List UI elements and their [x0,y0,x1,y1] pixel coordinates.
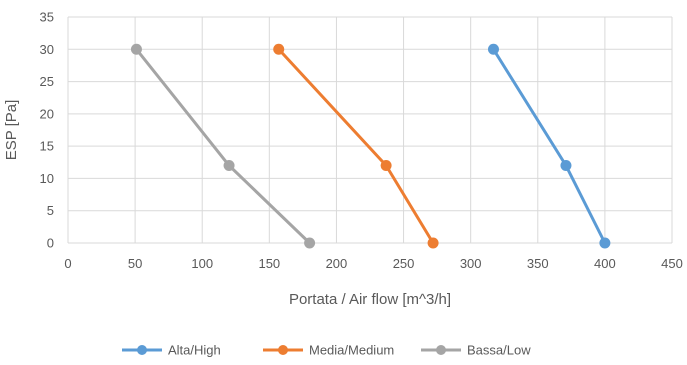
data-point [273,43,285,55]
y-axis-title: ESP [Pa] [3,100,20,161]
legend-label: Alta/High [168,343,221,358]
y-tick-label: 30 [40,42,54,57]
axis-layer: 0 50 100 150 200 250 300 350 400 450 0 5 10 15 20 25 30 3… [40,10,683,272]
legend-item: Alta/High [122,343,221,358]
data-point [130,43,142,55]
y-tick-label: 10 [40,171,54,186]
y-tick-label: 15 [40,139,54,154]
data-point [427,237,439,249]
legend-marker [436,345,446,355]
x-tick-label: 450 [661,256,683,271]
data-point [487,43,499,55]
y-tick-label: 0 [47,236,54,251]
x-tick-label: 100 [191,256,213,271]
data-point [560,160,572,172]
x-axis-title: Portata / Air flow [m^3/h] [289,291,451,308]
data-point [223,160,235,172]
data-point [304,237,316,249]
x-tick-label: 50 [128,256,142,271]
legend-marker [278,345,288,355]
data-point [380,160,392,172]
x-tick-label: 350 [527,256,549,271]
x-tick-label: 0 [64,256,71,271]
x-tick-label: 300 [460,256,482,271]
legend: Alta/High Media/Medium Bassa/Low [122,343,531,358]
legend-item: Bassa/Low [421,343,531,358]
grid-layer [67,16,673,244]
x-tick-label: 400 [594,256,616,271]
y-tick-label: 20 [40,106,54,121]
legend-item: Media/Medium [263,343,394,358]
legend-label: Bassa/Low [467,343,531,358]
legend-label: Media/Medium [309,343,394,358]
y-tick-label: 25 [40,74,54,89]
x-tick-label: 200 [326,256,348,271]
y-tick-label: 35 [40,10,54,25]
y-tick-label: 5 [47,203,54,218]
x-tick-label: 150 [258,256,280,271]
data-point [599,237,611,249]
legend-marker [137,345,147,355]
x-tick-label: 250 [393,256,415,271]
series-layer [130,43,611,249]
